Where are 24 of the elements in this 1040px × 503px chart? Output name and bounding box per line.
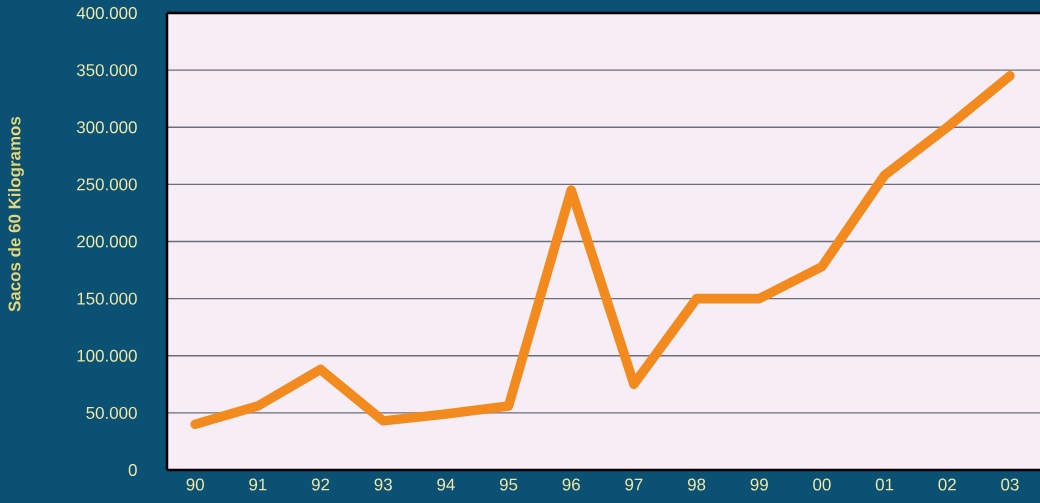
x-tick-label: 93 [374, 478, 392, 491]
y-tick-label: 150.000 [77, 292, 137, 305]
x-tick-label: 02 [938, 478, 956, 491]
x-tick-label: 91 [249, 478, 267, 491]
y-tick-label: 400.000 [76, 7, 137, 19]
x-tick-label: 96 [562, 478, 580, 491]
x-tick-label: 98 [687, 478, 706, 491]
x-tick-label: 90 [186, 478, 204, 491]
y-tick-label: 300.000 [76, 121, 137, 134]
y-axis-title: Sacos de 60 Kilogramos [8, 116, 24, 312]
y-tick-label: 0 [128, 464, 137, 476]
x-tick-label: 01 [875, 478, 894, 491]
x-tick-label: 03 [1001, 478, 1019, 491]
x-tick-label: 99 [750, 478, 768, 491]
x-tick-label: 92 [311, 478, 330, 491]
y-tick-label: 200.000 [77, 235, 137, 248]
y-tick-label: 100.000 [77, 349, 137, 362]
x-tick-label: 00 [813, 478, 831, 491]
x-tick-label: 94 [437, 478, 455, 491]
y-tick-label: 350.000 [76, 64, 137, 77]
x-tick-label: 95 [499, 478, 518, 491]
x-tick-label: 97 [625, 478, 643, 491]
y-tick-label: 50.000 [86, 406, 137, 419]
y-tick-label: 250.000 [77, 178, 137, 191]
